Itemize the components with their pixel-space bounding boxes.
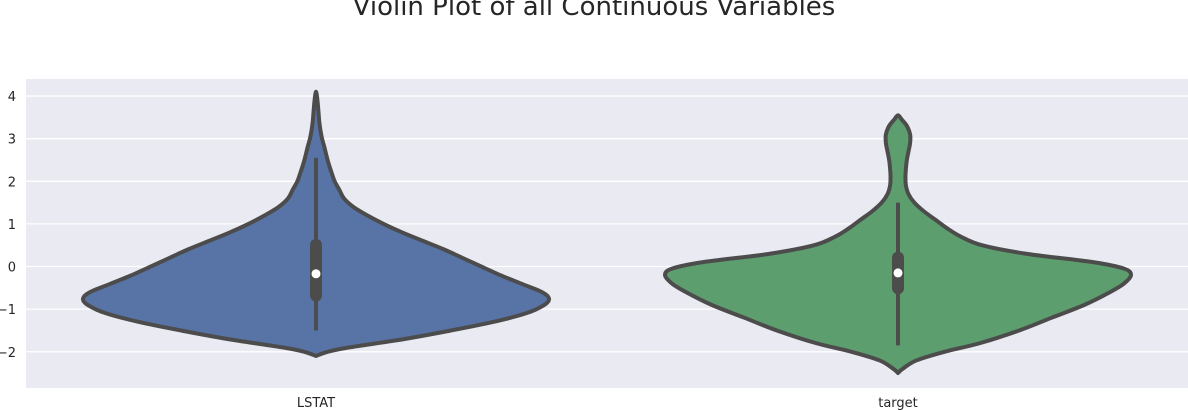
y-tick-label: 1: [8, 218, 16, 233]
chart-title: Violin Plot of all Continuous Variables: [352, 0, 836, 22]
y-tick-label: −1: [0, 303, 16, 318]
y-tick-labels: −2 −1 0 1 2 3 4: [0, 90, 16, 361]
y-tick-label: 2: [8, 175, 16, 190]
plot-background: [26, 79, 1188, 388]
y-tick-label: 3: [8, 133, 16, 148]
y-tick-label: 4: [8, 90, 16, 105]
median-marker: [893, 268, 903, 278]
y-tick-label: −2: [0, 346, 16, 361]
y-tick-label: 0: [8, 261, 16, 276]
x-tick-label: target: [878, 396, 918, 410]
x-tick-labels: LSTAT target: [297, 396, 918, 410]
median-marker: [311, 269, 321, 279]
x-tick-label: LSTAT: [297, 396, 335, 410]
violins: [80, 89, 1133, 376]
